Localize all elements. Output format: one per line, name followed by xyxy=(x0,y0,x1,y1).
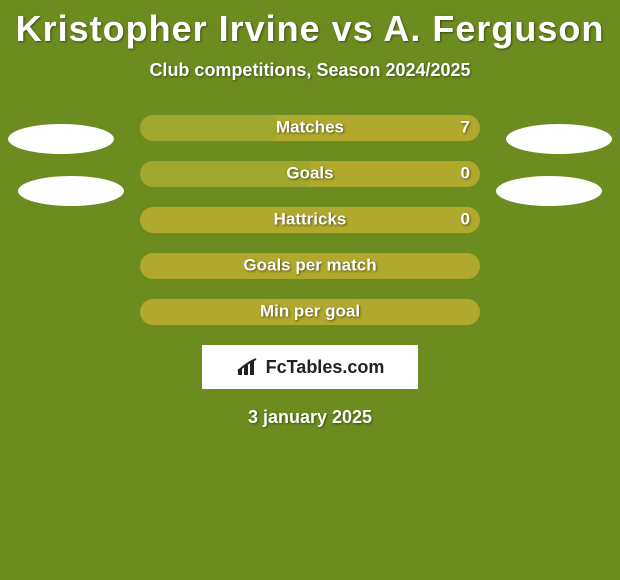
stat-bar-label: Goals xyxy=(140,164,480,184)
stat-bar: Goals0 xyxy=(140,161,480,187)
page-title: Kristopher Irvine vs A. Ferguson xyxy=(0,0,620,50)
infographic-root: Kristopher Irvine vs A. Ferguson Club co… xyxy=(0,0,620,580)
stat-bar-label: Hattricks xyxy=(140,210,480,230)
side-ellipse xyxy=(496,176,602,206)
logo-text: FcTables.com xyxy=(266,357,385,378)
stat-bar-right-value: 0 xyxy=(461,164,470,184)
side-ellipse xyxy=(506,124,612,154)
side-ellipse xyxy=(8,124,114,154)
bar-chart-icon xyxy=(236,357,260,377)
stat-bar-label: Matches xyxy=(140,118,480,138)
stat-bar-right-value: 7 xyxy=(461,118,470,138)
stat-bar: Matches7 xyxy=(140,115,480,141)
logo-box: FcTables.com xyxy=(202,345,418,389)
stat-bar: Min per goal xyxy=(140,299,480,325)
stat-bar: Goals per match xyxy=(140,253,480,279)
page-subtitle: Club competitions, Season 2024/2025 xyxy=(0,60,620,81)
stat-bar-right-value: 0 xyxy=(461,210,470,230)
stat-bar-label: Min per goal xyxy=(140,302,480,322)
side-ellipse xyxy=(18,176,124,206)
stat-bar-label: Goals per match xyxy=(140,256,480,276)
stat-bar: Hattricks0 xyxy=(140,207,480,233)
date-text: 3 january 2025 xyxy=(0,407,620,428)
